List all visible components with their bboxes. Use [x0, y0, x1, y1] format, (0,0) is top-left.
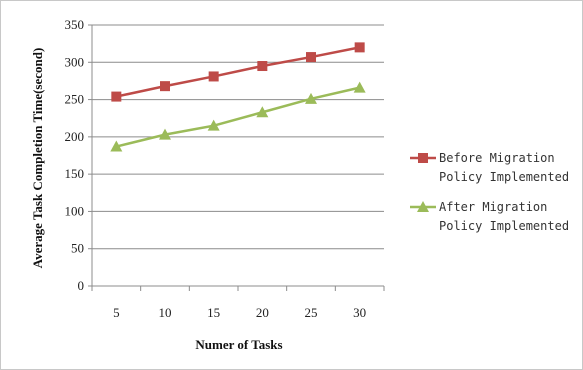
- legend-label-1: Policy Implemented: [439, 170, 569, 184]
- x-tick-label: 10: [159, 305, 172, 320]
- legend: Before Migration Policy Implemented After …: [410, 151, 569, 233]
- y-tick-label: 350: [65, 17, 85, 32]
- legend-marker-2: [417, 201, 429, 212]
- grid-lines: [92, 24, 384, 250]
- data-point-series-1: [257, 61, 268, 72]
- data-point-series-1: [208, 71, 219, 82]
- y-tick-label: 150: [65, 166, 85, 181]
- data-point-series-1: [354, 42, 365, 53]
- y-tick-label: 0: [78, 278, 85, 293]
- y-tick-label: 100: [65, 203, 85, 218]
- y-axis-title: Average Task Completion Time(second): [30, 48, 45, 269]
- legend-label-2: After Migration: [439, 200, 547, 214]
- y-tick-labels: 0 50 100 150 200 250 300 350: [65, 17, 85, 293]
- x-tick-label: 15: [207, 305, 220, 320]
- legend-label-1: Before Migration: [439, 151, 555, 165]
- legend-label-2: Policy Implemented: [439, 219, 569, 233]
- data-point-series-2: [159, 128, 171, 140]
- y-tick-label: 250: [65, 92, 85, 107]
- series-line-1: [116, 46, 360, 98]
- data-point-series-2: [256, 106, 269, 118]
- data-point-series-2: [353, 81, 366, 93]
- data-point-series-2: [110, 140, 123, 152]
- series-layer: [110, 42, 366, 152]
- y-tick-label: 300: [65, 54, 85, 69]
- axes: [88, 24, 385, 291]
- data-point-series-1: [160, 81, 170, 92]
- data-point-series-2: [305, 92, 317, 104]
- legend-marker-1: [418, 153, 428, 163]
- x-tick-label: 5: [113, 305, 120, 320]
- x-axis-title: Numer of Tasks: [195, 337, 282, 352]
- x-tick-label: 20: [256, 305, 269, 320]
- data-point-series-1: [111, 91, 122, 102]
- data-point-series-1: [306, 52, 316, 63]
- x-tick-labels: 5 10 15 20 25 30: [113, 305, 366, 320]
- y-tick-label: 50: [71, 241, 84, 256]
- x-tick-label: 25: [305, 305, 318, 320]
- x-tick-label: 30: [353, 305, 366, 320]
- data-point-series-2: [207, 119, 220, 131]
- series-line-2: [116, 86, 360, 148]
- y-tick-label: 200: [65, 129, 85, 144]
